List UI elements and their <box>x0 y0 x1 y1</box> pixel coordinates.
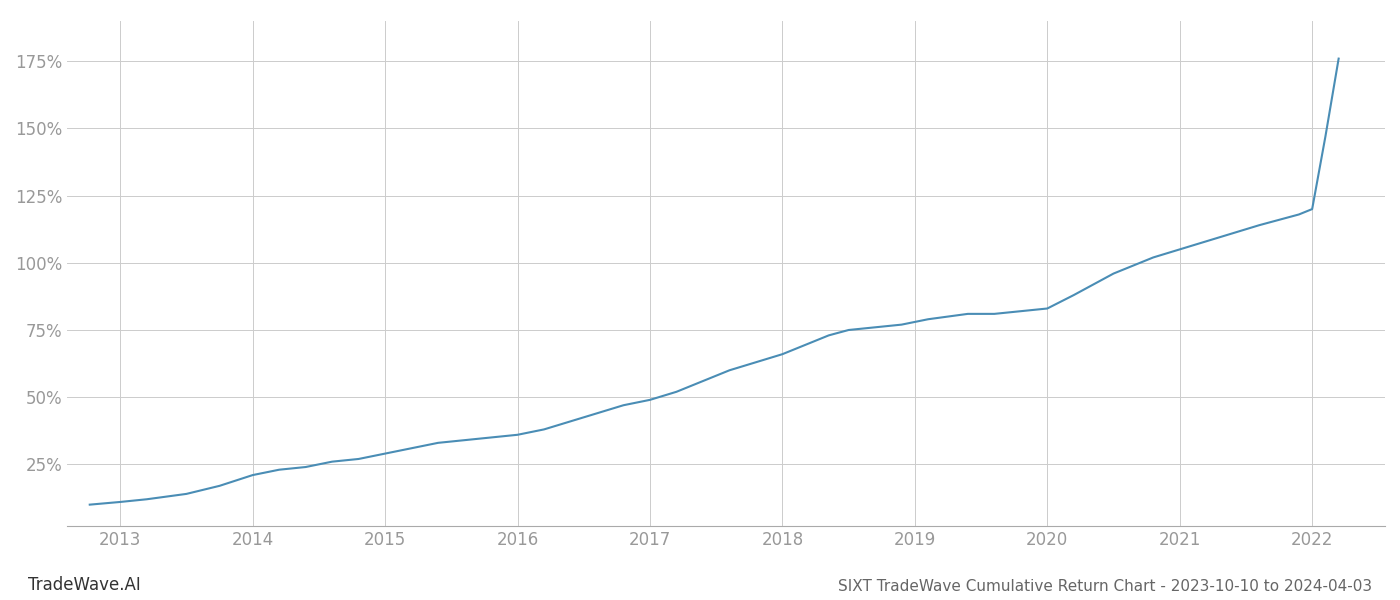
Text: TradeWave.AI: TradeWave.AI <box>28 576 141 594</box>
Text: SIXT TradeWave Cumulative Return Chart - 2023-10-10 to 2024-04-03: SIXT TradeWave Cumulative Return Chart -… <box>837 579 1372 594</box>
